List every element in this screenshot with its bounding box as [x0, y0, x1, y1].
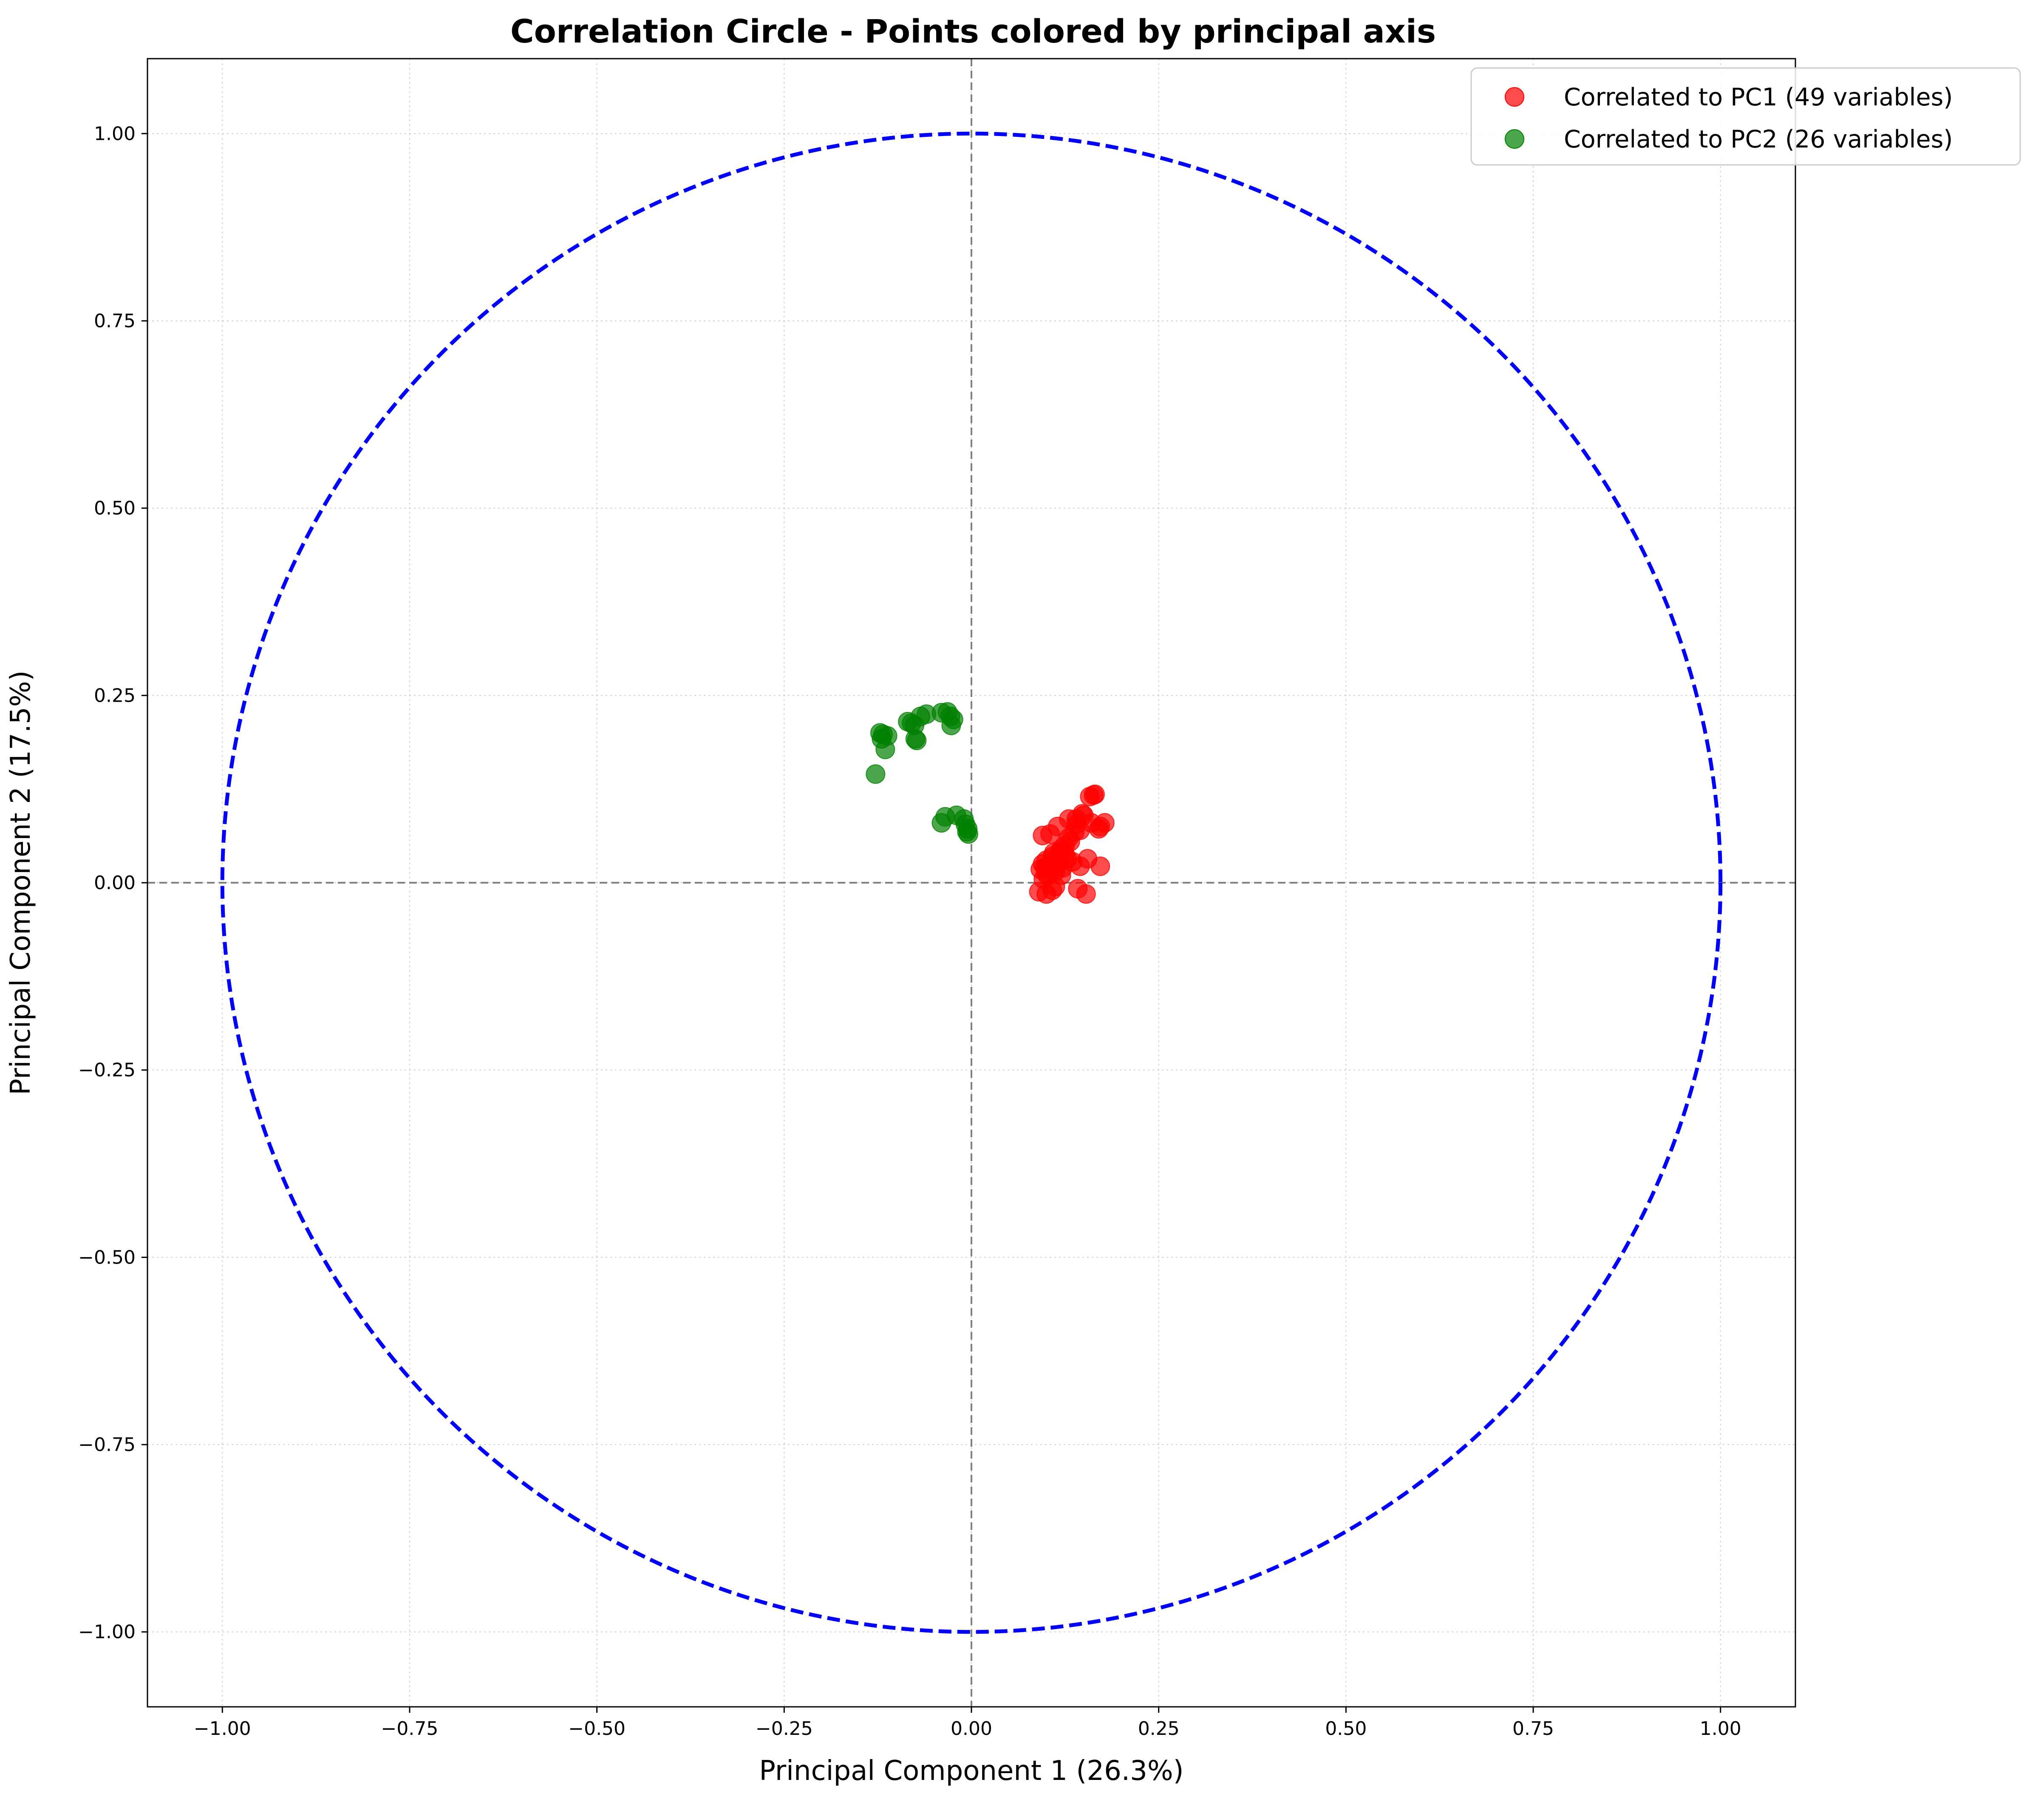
- y-axis-ticks: −1.00 −0.75 −0.50 −0.25 0.00 0.25 0.50 0.75 1.00: [78, 123, 147, 1643]
- x-tick-label-4: 0.00: [951, 1718, 992, 1740]
- point-series1-48: [1084, 785, 1104, 805]
- y-tick-label-6: 0.50: [94, 498, 136, 519]
- x-tick-label-6: 0.50: [1325, 1718, 1367, 1740]
- reference-lines: [147, 59, 1795, 1707]
- point-series1-31: [1090, 856, 1110, 876]
- point-series2-24: [898, 712, 918, 732]
- x-axis-label: Principal Component 1 (26.3%): [759, 1755, 1183, 1787]
- point-series1-42: [1051, 865, 1071, 885]
- y-tick-label-1: −0.75: [78, 1434, 136, 1456]
- y-tick-label-5: 0.25: [94, 685, 136, 706]
- unit-circle: [220, 131, 1723, 1634]
- series-2: [866, 702, 978, 844]
- y-axis-label: Principal Component 2 (17.5%): [5, 670, 37, 1095]
- y-tick-label-4: 0.00: [94, 872, 136, 894]
- x-tick-label-0: −1.00: [194, 1718, 251, 1740]
- chart-title: Correlation Circle - Points colored by p…: [510, 12, 1436, 50]
- point-series2-13: [941, 715, 961, 735]
- scatter-points: [866, 702, 1115, 904]
- legend-label-pc2: Correlated to PC2 (26 variables): [1564, 125, 1953, 153]
- legend-marker-pc2: [1505, 129, 1524, 149]
- point-series1-41: [1033, 869, 1053, 889]
- point-series1-37: [1076, 884, 1096, 904]
- point-series1-39: [1050, 841, 1070, 861]
- y-tick-label-3: −0.25: [78, 1060, 136, 1081]
- legend: Correlated to PC1 (49 variables) Correla…: [1470, 67, 2021, 166]
- legend-label-pc1: Correlated to PC1 (49 variables): [1564, 83, 1953, 111]
- legend-marker-pc1: [1505, 87, 1524, 107]
- point-series2-0: [866, 764, 886, 784]
- y-tick-label-7: 0.75: [94, 310, 136, 332]
- series-1: [1029, 784, 1115, 904]
- point-series2-23: [957, 822, 977, 842]
- y-tick-label-8: 1.00: [94, 123, 136, 145]
- x-tick-label-7: 0.75: [1512, 1718, 1554, 1740]
- unit-circle-layer: [220, 131, 1723, 1634]
- legend-box: [1470, 67, 2021, 166]
- y-tick-label-2: −0.50: [78, 1247, 136, 1268]
- x-tick-label-3: −0.25: [756, 1718, 813, 1740]
- x-tick-label-1: −0.75: [381, 1718, 439, 1740]
- plot-area: [147, 58, 1796, 1708]
- x-tick-label-8: 1.00: [1700, 1718, 1741, 1740]
- x-tick-label-5: 0.25: [1138, 1718, 1180, 1740]
- point-series1-47: [1074, 805, 1094, 825]
- x-tick-label-2: −0.50: [568, 1718, 626, 1740]
- point-series2-15: [905, 729, 925, 749]
- x-axis-ticks: −1.00 −0.75 −0.50 −0.25 0.00 0.25 0.50 0.75 1.00: [194, 1707, 1741, 1740]
- y-tick-label-0: −1.00: [78, 1621, 136, 1643]
- point-series2-25: [870, 723, 890, 743]
